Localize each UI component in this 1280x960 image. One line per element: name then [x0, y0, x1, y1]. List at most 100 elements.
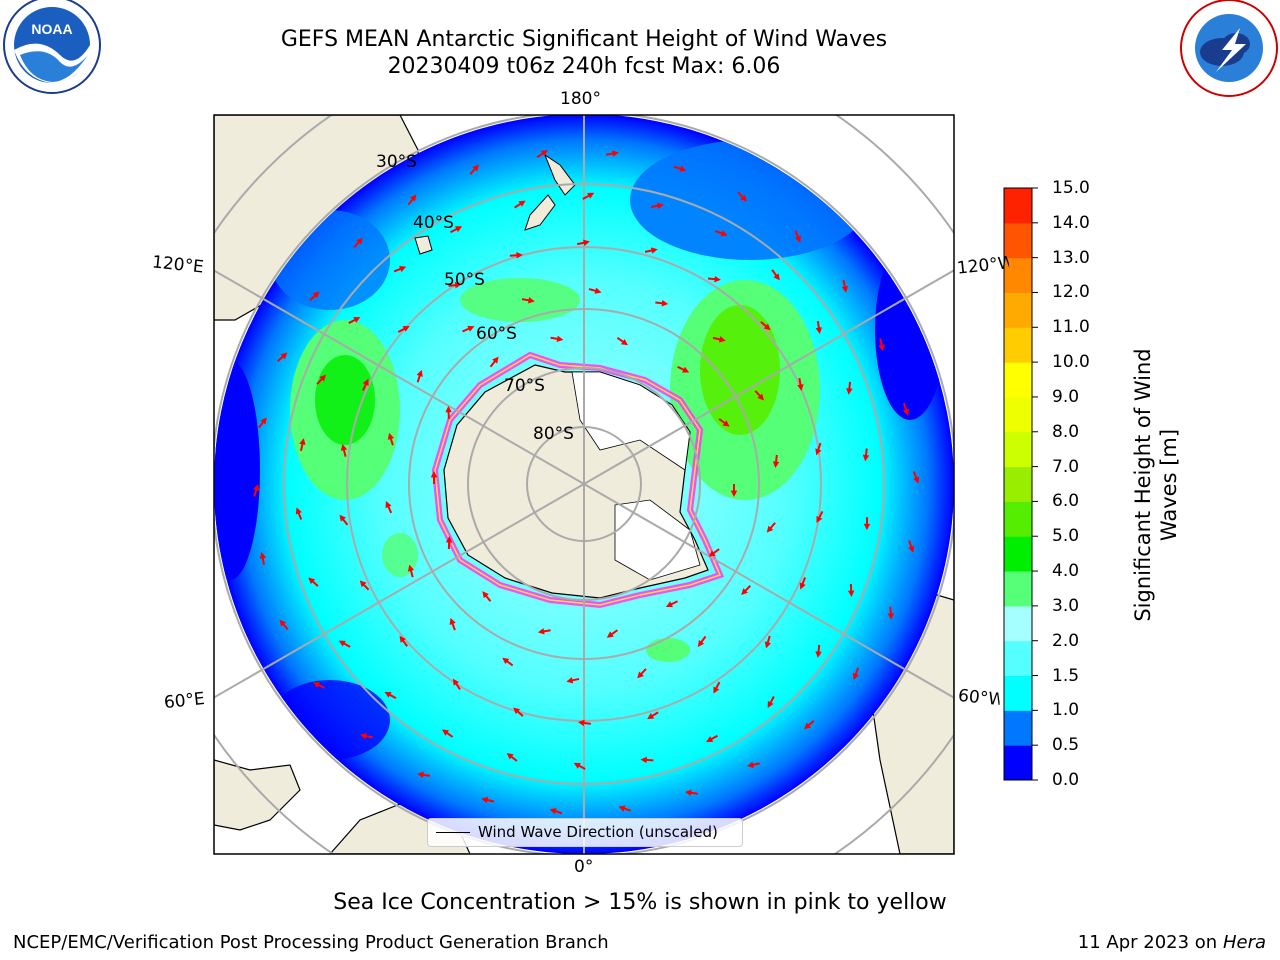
- wave-direction-arrowhead: [481, 796, 489, 804]
- wave-direction-arrowhead: [340, 443, 348, 451]
- colorbar-segment: [1004, 571, 1032, 607]
- colorbar-tick-label: 3.0: [1052, 595, 1080, 616]
- footer-date-text: 11 Apr 2023 on: [1077, 932, 1218, 953]
- wave-direction-arrowhead: [797, 384, 804, 391]
- colorbar-tick-label: 13.0: [1052, 247, 1090, 268]
- colorbar-segment: [1004, 396, 1032, 433]
- wave-direction-arrowhead: [445, 536, 453, 543]
- noaa-logo-text: NOAA: [31, 21, 72, 37]
- wave-direction-arrowhead: [587, 192, 595, 199]
- wave-direction-arrowhead: [902, 408, 910, 416]
- wave-direction-arrowhead: [492, 356, 499, 364]
- wave-direction-arrowhead: [299, 438, 306, 446]
- lon-label-0: 0°: [574, 857, 594, 877]
- map-legend: Wind Wave Direction (unscaled): [427, 818, 743, 847]
- wave-direction-arrowhead: [679, 165, 687, 172]
- colorbar-segment: [1004, 501, 1032, 537]
- wave-direction-arrowhead: [714, 275, 721, 283]
- colorbar-tick-label: 1.0: [1052, 700, 1080, 721]
- wave-direction-arrowhead: [385, 501, 392, 509]
- wave-direction-arrowhead: [913, 476, 920, 484]
- colorbar-tick-label: 9.0: [1052, 386, 1080, 407]
- lat-label-60s: 60°S: [476, 324, 517, 344]
- wave-direction-arrowhead: [482, 591, 489, 599]
- wave-direction-arrowhead: [399, 635, 406, 643]
- colorbar-tick-label: 0.0: [1052, 770, 1080, 790]
- colorbar-frame: [1003, 187, 1033, 781]
- map-frame: [213, 114, 955, 855]
- wave-direction-arrowhead: [847, 590, 855, 597]
- wave-direction-arrowhead: [312, 291, 320, 299]
- wave-direction-arrowhead: [804, 722, 811, 730]
- wave-direction-arrowhead: [846, 388, 853, 395]
- footer-branch: NCEP/EMC/Verification Post Processing Pr…: [13, 932, 609, 953]
- wave-direction-arrowhead: [537, 628, 545, 635]
- colorbar-segment: [1004, 466, 1032, 502]
- chart-title: GEFS MEAN Antarctic Significant Height o…: [280, 27, 888, 52]
- wave-direction-arrowhead: [416, 369, 423, 377]
- wave-direction-arrowhead: [730, 490, 738, 497]
- noaa-logo: NOAA: [3, 0, 101, 94]
- legend-line-swatch: [436, 832, 470, 833]
- wave-direction-arrowhead: [339, 514, 346, 522]
- colorbar-segment: [1004, 536, 1032, 572]
- wave-direction-arrowhead: [708, 550, 716, 557]
- wave-direction-arrowhead: [746, 761, 754, 768]
- wave-direction-arrowhead: [764, 641, 771, 649]
- wave-direction-arrowhead: [356, 237, 363, 245]
- wave-direction-arrowhead: [606, 631, 614, 638]
- colorbar-tick-label: 2.0: [1052, 630, 1080, 651]
- wave-direction-arrowhead: [773, 273, 780, 281]
- wave-direction-arrowhead: [362, 378, 369, 386]
- wave-direction-arrowhead: [353, 317, 361, 323]
- wave-direction-arrowhead: [697, 639, 705, 647]
- wave-direction-arrowhead: [518, 200, 526, 207]
- wave-direction-arrowhead: [718, 336, 726, 343]
- wave-direction-arrowhead: [799, 582, 806, 590]
- colorbar-segment: [1004, 188, 1032, 224]
- wave-direction-arrowhead: [767, 700, 774, 708]
- wave-direction-arrowhead: [312, 682, 320, 688]
- colorbar-tick-label: 4.0: [1052, 561, 1080, 582]
- wave-direction-arrowhead: [772, 461, 780, 468]
- colorbar-tick-label: 1.5: [1052, 665, 1080, 686]
- wave-direction-arrowhead: [260, 417, 267, 425]
- wave-direction-arrowhead: [706, 736, 714, 743]
- lon-label-180: 180°: [560, 89, 601, 109]
- colorbar-segment: [1004, 640, 1032, 677]
- wave-direction-arrowhead: [657, 202, 664, 209]
- wave-direction-arrowhead: [259, 551, 266, 559]
- wave-direction-arrowhead: [506, 753, 514, 760]
- footer-date: 11 Apr 2023 on Hera: [1078, 932, 1266, 953]
- wind-wave-arrows: [253, 150, 920, 815]
- wave-direction-arrowhead: [441, 729, 450, 736]
- wave-direction-arrowhead: [722, 420, 730, 427]
- wave-direction-arrowhead: [862, 454, 870, 462]
- wave-direction-arrowhead: [338, 640, 346, 647]
- wave-direction-arrowhead: [637, 671, 644, 679]
- lat-label-40s: 40°S: [413, 213, 454, 233]
- wave-direction-arrowhead: [815, 327, 823, 334]
- colorbar-tick-label: 6.0: [1052, 491, 1080, 512]
- wave-direction-arrowhead: [359, 732, 367, 740]
- lat-label-70s: 70°S: [504, 376, 545, 396]
- wave-direction-arrowhead: [577, 719, 585, 727]
- colorbar-segment: [1004, 222, 1032, 259]
- wave-direction-arrowhead: [556, 335, 564, 343]
- wave-direction-arrowhead: [618, 805, 626, 812]
- wave-direction-arrowhead: [763, 323, 771, 331]
- wave-direction-arrowhead: [384, 691, 392, 698]
- wave-direction-arrowhead: [740, 194, 747, 202]
- chart-subtitle: 20230409 t06z 240h fcst Max: 6.06: [387, 54, 781, 79]
- wave-direction-arrowhead: [549, 808, 557, 815]
- wave-direction-arrowhead: [816, 515, 823, 523]
- wave-direction-arrowhead: [540, 150, 548, 157]
- colorbar-tick-label: 5.0: [1052, 526, 1080, 547]
- wave-direction-arrowhead: [454, 281, 462, 289]
- colorbar-label-text: Significant Height of Wind Waves [m]: [1131, 348, 1181, 622]
- lat-label-30s: 30°S: [376, 152, 417, 172]
- wave-direction-arrowhead: [387, 432, 395, 440]
- wave-direction-arrowhead: [295, 507, 302, 515]
- colorbar-segment: [1004, 745, 1032, 781]
